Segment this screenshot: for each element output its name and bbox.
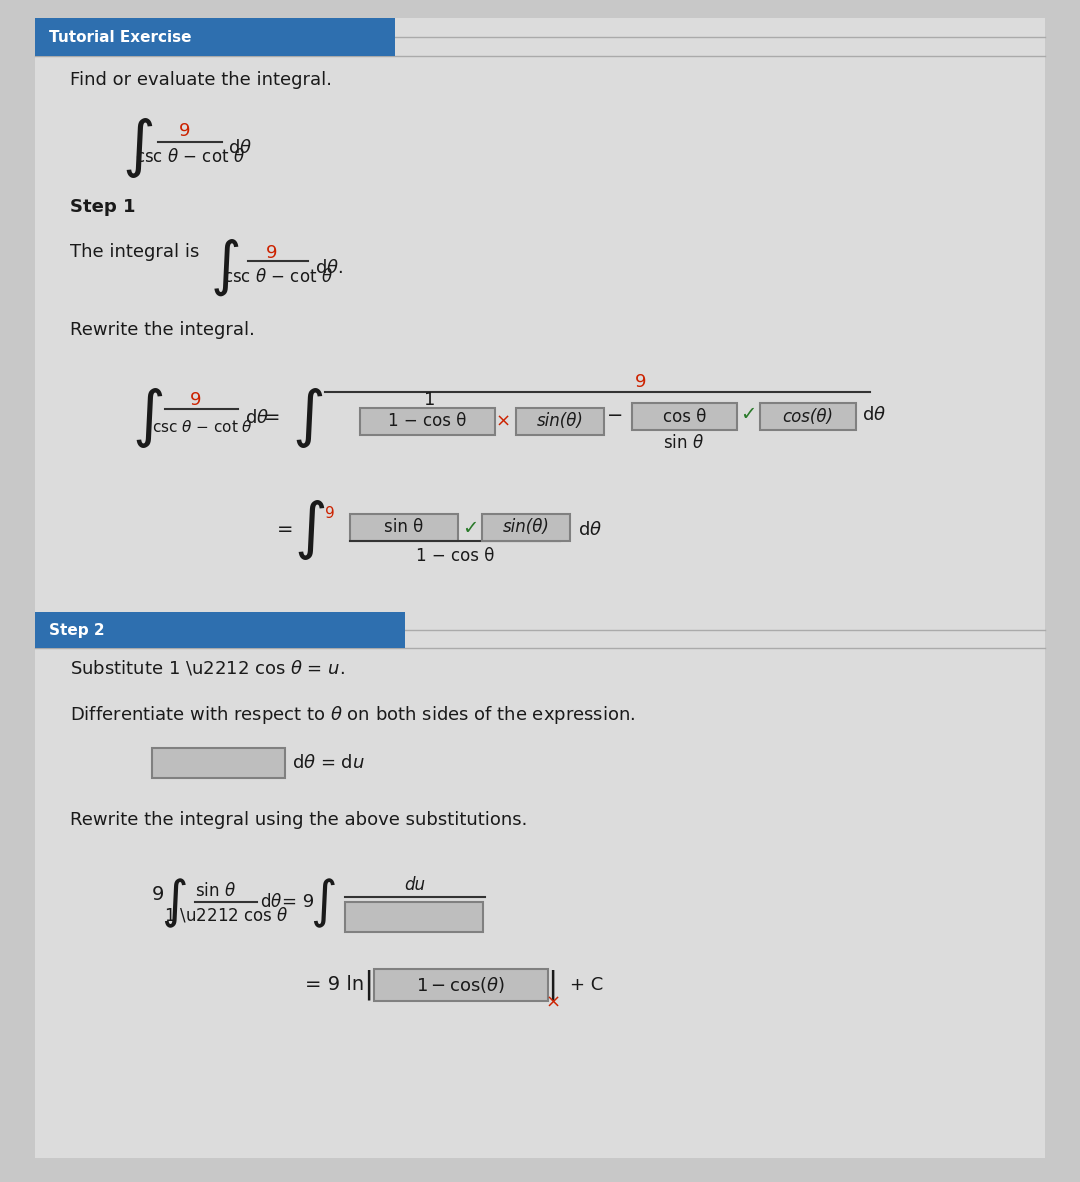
Text: =: = — [264, 409, 280, 428]
Text: |: | — [363, 969, 373, 1000]
Bar — [360, 408, 495, 435]
Text: = 9: = 9 — [282, 892, 314, 911]
Text: $\int$: $\int$ — [211, 238, 240, 298]
Text: 1 − cos θ: 1 − cos θ — [416, 547, 495, 565]
Text: $\int$: $\int$ — [310, 876, 336, 930]
Text: d$\theta$: d$\theta$ — [862, 405, 886, 424]
Text: sin(θ): sin(θ) — [502, 519, 550, 537]
Text: 9: 9 — [635, 374, 647, 391]
Bar — [760, 403, 856, 430]
Bar — [345, 902, 483, 931]
Text: 9: 9 — [190, 391, 202, 409]
Text: ✓: ✓ — [462, 519, 478, 538]
Bar — [35, 612, 405, 648]
Text: sin(θ): sin(θ) — [537, 413, 583, 430]
Text: Substitute 1 \u2212 cos $\theta$ = $u$.: Substitute 1 \u2212 cos $\theta$ = $u$. — [70, 658, 345, 677]
Text: ×: × — [496, 413, 511, 431]
Text: + C: + C — [570, 976, 604, 994]
Text: d$\theta$: d$\theta$ — [245, 409, 269, 427]
Text: 1: 1 — [424, 391, 435, 409]
Text: d$\theta$: d$\theta$ — [578, 521, 602, 539]
Text: $\int$: $\int$ — [161, 876, 187, 930]
Text: cos(θ): cos(θ) — [783, 408, 834, 426]
Text: du: du — [405, 876, 426, 894]
Text: sin $\theta$: sin $\theta$ — [194, 882, 235, 900]
Text: Rewrite the integral using the above substitutions.: Rewrite the integral using the above sub… — [70, 811, 527, 829]
Text: Tutorial Exercise: Tutorial Exercise — [49, 30, 191, 45]
Text: =: = — [276, 520, 294, 539]
Text: $\int$: $\int$ — [133, 387, 163, 450]
Text: −: − — [607, 405, 623, 424]
Text: d$\theta$: d$\theta$ — [260, 892, 282, 911]
Bar — [350, 514, 458, 541]
Text: $\int$: $\int$ — [295, 498, 325, 561]
Text: d$\theta$.: d$\theta$. — [315, 259, 343, 277]
Text: 1 \u2212 cos $\theta$: 1 \u2212 cos $\theta$ — [164, 905, 288, 924]
Text: $1-\cos(\theta)$: $1-\cos(\theta)$ — [416, 975, 505, 995]
Text: $\int$: $\int$ — [122, 116, 153, 180]
Text: Find or evaluate the integral.: Find or evaluate the integral. — [70, 71, 332, 89]
Text: The integral is: The integral is — [70, 243, 200, 261]
Text: csc $\theta$ $-$ cot $\theta$: csc $\theta$ $-$ cot $\theta$ — [224, 268, 333, 286]
Text: ×: × — [545, 994, 561, 1012]
Text: 9: 9 — [179, 122, 191, 139]
Text: sin θ: sin θ — [384, 519, 423, 537]
Text: 9: 9 — [267, 243, 278, 262]
Text: csc $\theta$ $-$ cot $\theta$: csc $\theta$ $-$ cot $\theta$ — [135, 148, 245, 165]
Text: 9: 9 — [325, 507, 335, 521]
Text: 1 − cos θ: 1 − cos θ — [389, 413, 467, 430]
Text: |: | — [546, 969, 557, 1000]
Text: 9: 9 — [152, 885, 164, 904]
Bar — [632, 403, 737, 430]
Text: ✓: ✓ — [740, 405, 756, 424]
Bar — [152, 748, 285, 778]
Text: $\int$: $\int$ — [293, 387, 324, 450]
Bar — [374, 969, 548, 1001]
Bar — [482, 514, 570, 541]
Bar — [516, 408, 604, 435]
Text: d$\theta$: d$\theta$ — [228, 139, 252, 157]
Text: Step 1: Step 1 — [70, 199, 135, 216]
Text: Rewrite the integral.: Rewrite the integral. — [70, 322, 255, 339]
Bar — [35, 18, 395, 56]
Text: = 9 ln: = 9 ln — [305, 975, 364, 994]
Text: csc $\theta$ $-$ cot $\theta$: csc $\theta$ $-$ cot $\theta$ — [151, 418, 253, 435]
Text: cos θ: cos θ — [663, 408, 706, 426]
Text: Differentiate with respect to $\theta$ on both sides of the expression.: Differentiate with respect to $\theta$ o… — [70, 704, 635, 726]
Text: Step 2: Step 2 — [49, 623, 105, 637]
Text: sin $\theta$: sin $\theta$ — [662, 434, 703, 452]
Text: d$\theta$ = d$u$: d$\theta$ = d$u$ — [292, 754, 365, 772]
